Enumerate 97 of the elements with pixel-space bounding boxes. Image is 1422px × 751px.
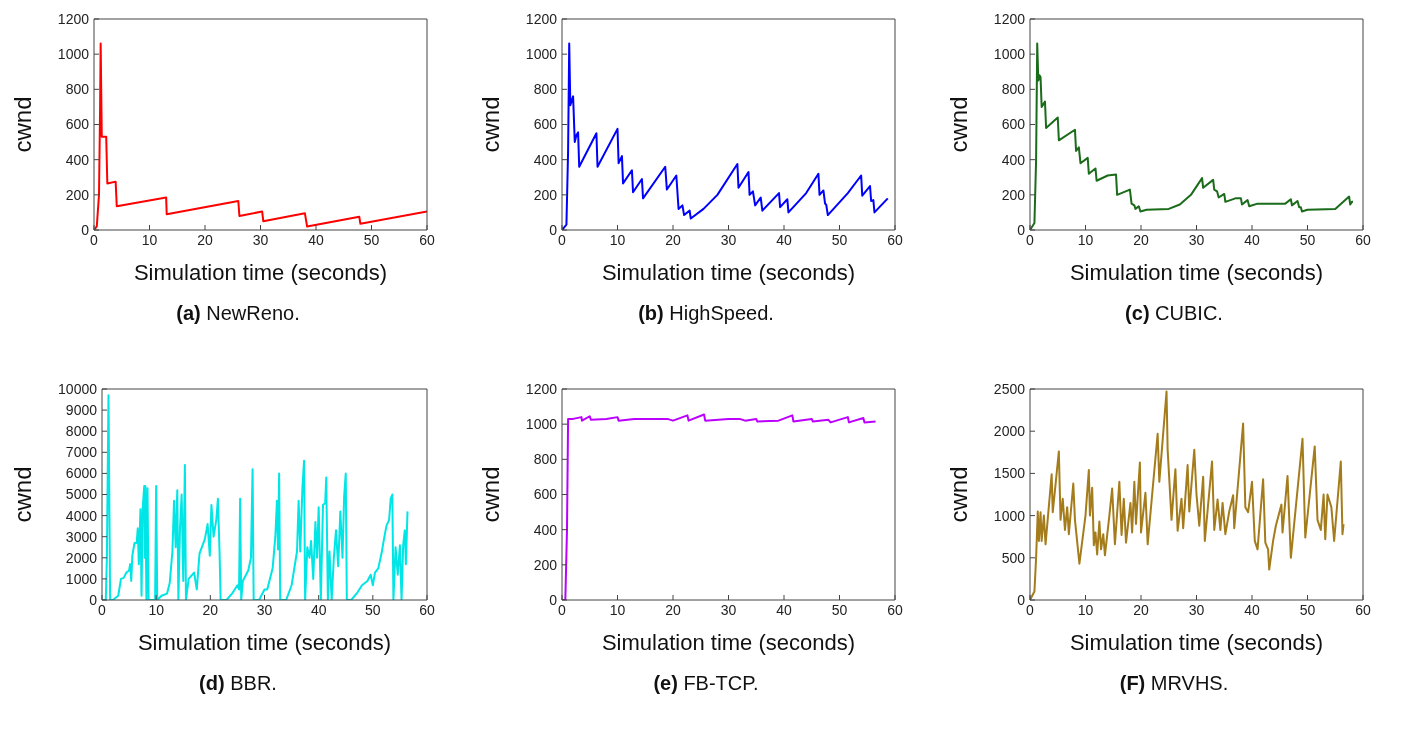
y-tick-label: 9000 [65, 402, 98, 419]
x-tick-label: 10 [141, 231, 158, 248]
line-series [562, 413, 877, 600]
y-tick-label: 1000 [993, 507, 1026, 524]
y-tick-label: 600 [1001, 116, 1026, 133]
x-axis-title: Simulation time (seconds) [1069, 260, 1324, 285]
x-tick-label: 40 [308, 231, 324, 248]
y-tick-label: 1200 [525, 10, 558, 27]
line-series [1030, 42, 1355, 230]
y-tick-label: 200 [1001, 186, 1026, 203]
x-axis-title: Simulation time (seconds) [133, 260, 388, 285]
y-tick-label: 200 [533, 556, 558, 573]
y-tick-label: 600 [65, 116, 90, 133]
y-tick-label: 5000 [65, 486, 98, 503]
y-tick-label: 800 [65, 81, 90, 98]
y-tick-label: 1200 [525, 380, 558, 397]
x-tick-label: 10 [1077, 601, 1094, 618]
y-tick-label: 1000 [57, 46, 90, 63]
x-axis-title: Simulation time (seconds) [601, 630, 856, 655]
x-tick-label: 20 [202, 601, 219, 618]
x-tick-label: 50 [363, 231, 380, 248]
text: (F) MRVHS. [1119, 672, 1229, 694]
text: (c) CUBIC. [1125, 302, 1223, 324]
x-tick-label: 10 [609, 601, 626, 618]
y-tick-label: 600 [533, 116, 558, 133]
y-tick-label: 7000 [65, 444, 98, 461]
y-tick-label: 400 [1001, 151, 1026, 168]
x-tick-label: 50 [1299, 601, 1316, 618]
x-tick-label: 20 [197, 231, 213, 248]
x-tick-label: 30 [720, 231, 737, 248]
y-tick-label: 8000 [65, 423, 98, 440]
y-tick-label: 2500 [993, 380, 1026, 397]
x-tick-label: 20 [1133, 601, 1149, 618]
y-tick-label: 400 [533, 521, 558, 538]
y-axis-title: cwnd [944, 466, 972, 523]
x-tick-label: 30 [1188, 231, 1205, 248]
y-tick-label: 800 [533, 451, 558, 468]
x-tick-label: 10 [1077, 231, 1094, 248]
y-tick-label: 1200 [57, 10, 90, 27]
x-tick-label: 40 [1244, 601, 1260, 618]
y-tick-label: 3000 [65, 528, 98, 545]
x-tick-label: 10 [609, 231, 626, 248]
y-tick-label: 200 [65, 186, 90, 203]
text: (d) BBR. [199, 672, 277, 694]
y-tick-label: 200 [533, 186, 558, 203]
y-tick-label: 2000 [993, 423, 1026, 440]
y-tick-label: 800 [1001, 81, 1026, 98]
y-tick-label: 1200 [993, 10, 1026, 27]
y-axis-title: cwnd [8, 466, 36, 523]
x-tick-label: 60 [419, 231, 435, 248]
line-series [102, 394, 409, 600]
y-axis-title: cwnd [476, 466, 504, 523]
x-tick-label: 40 [1244, 231, 1260, 248]
x-tick-label: 50 [831, 601, 848, 618]
y-axis-title: cwnd [8, 96, 36, 153]
y-tick-label: 1000 [525, 416, 558, 433]
x-tick-label: 50 [831, 231, 848, 248]
x-tick-label: 10 [148, 601, 165, 618]
x-tick-label: 30 [1188, 601, 1205, 618]
y-tick-label: 10000 [58, 380, 98, 397]
x-tick-label: 60 [887, 601, 903, 618]
y-tick-label: 1000 [525, 46, 558, 63]
x-tick-label: 60 [887, 231, 903, 248]
x-tick-label: 50 [1299, 231, 1316, 248]
text: (b) HighSpeed. [638, 302, 774, 324]
y-axis-title: cwnd [944, 96, 972, 153]
x-tick-label: 20 [665, 601, 681, 618]
y-tick-label: 800 [533, 81, 558, 98]
y-tick-label: 1000 [993, 46, 1026, 63]
x-tick-label: 30 [252, 231, 269, 248]
y-tick-label: 600 [533, 486, 558, 503]
x-tick-label: 30 [720, 601, 737, 618]
x-tick-label: 20 [665, 231, 681, 248]
x-tick-label: 40 [776, 231, 792, 248]
x-tick-label: 60 [419, 601, 435, 618]
x-tick-label: 20 [1133, 231, 1149, 248]
x-tick-label: 60 [1355, 231, 1371, 248]
y-tick-label: 500 [1001, 549, 1026, 566]
x-tick-label: 60 [1355, 601, 1371, 618]
y-tick-label: 2000 [65, 549, 98, 566]
x-axis-title: Simulation time (seconds) [601, 260, 856, 285]
y-tick-label: 1500 [993, 465, 1026, 482]
x-tick-label: 40 [776, 601, 792, 618]
x-tick-label: 30 [256, 601, 273, 618]
x-axis-title: Simulation time (seconds) [1069, 630, 1324, 655]
x-tick-label: 50 [365, 601, 381, 618]
line-series [562, 42, 889, 230]
y-tick-label: 6000 [65, 465, 98, 482]
y-tick-label: 4000 [65, 507, 98, 524]
text: (a) NewReno. [176, 302, 300, 324]
y-tick-label: 400 [65, 151, 90, 168]
y-axis-title: cwnd [476, 96, 504, 153]
text: (e) FB-TCP. [653, 672, 759, 694]
y-tick-label: 1000 [65, 570, 98, 587]
x-axis-title: Simulation time (seconds) [137, 630, 392, 655]
y-tick-label: 400 [533, 151, 558, 168]
x-tick-label: 40 [310, 601, 327, 618]
